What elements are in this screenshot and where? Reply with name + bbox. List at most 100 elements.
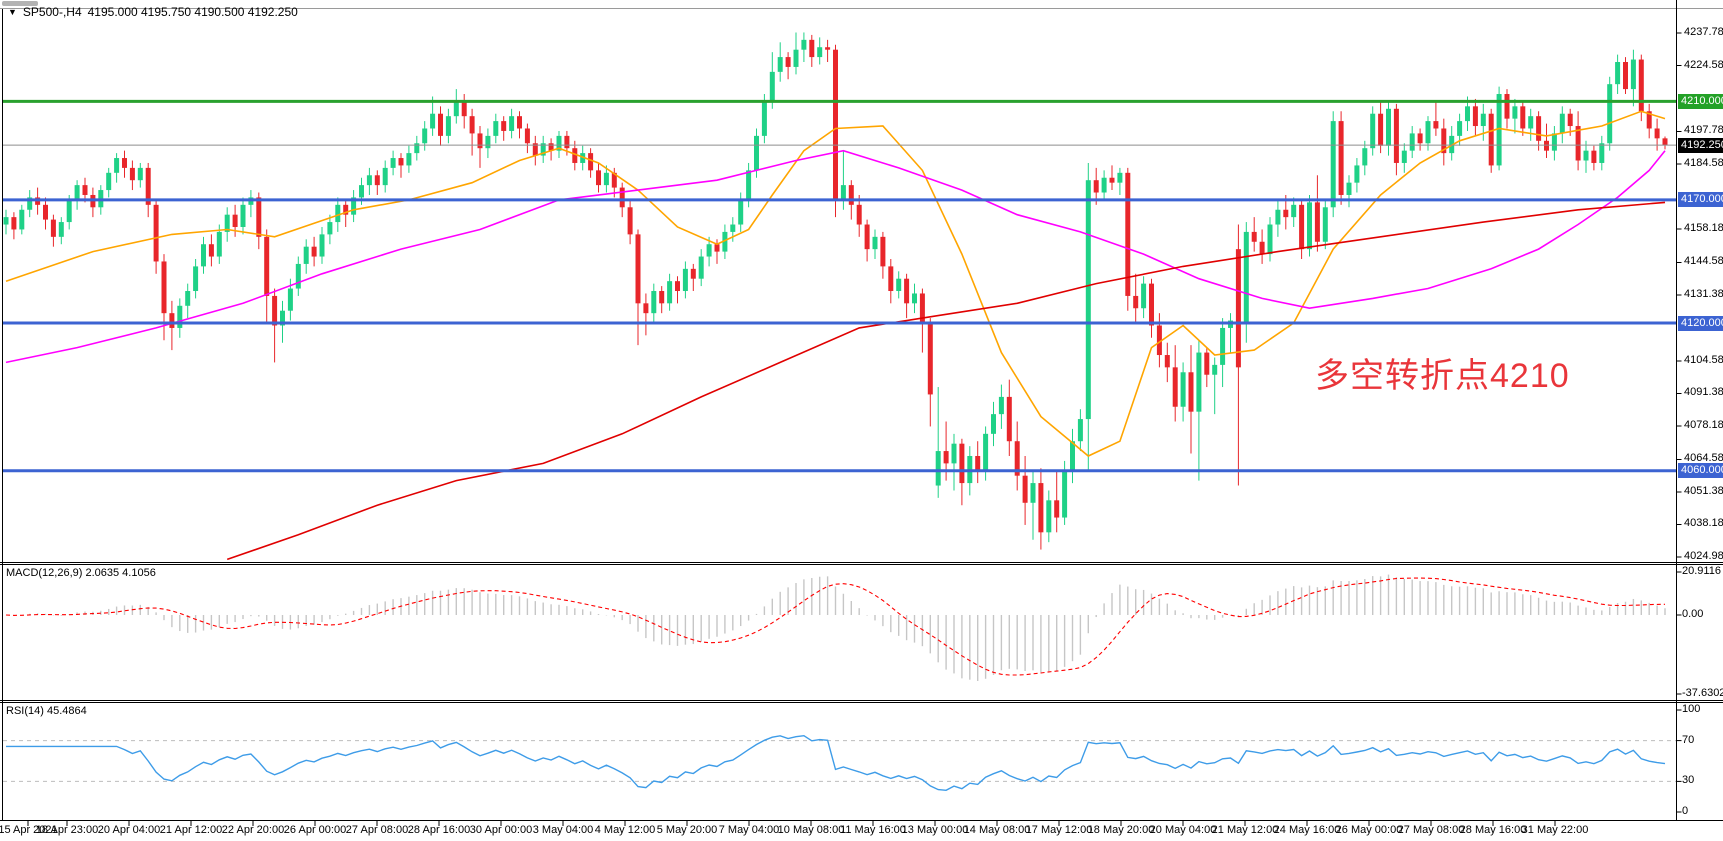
candle-body-bear (1299, 204, 1305, 250)
time-tick-label[interactable]: 10 May 08:00 (777, 824, 845, 836)
trend-annotation-text[interactable]: 多空转折点4210 (1315, 357, 1570, 395)
time-tick-label[interactable]: 17 May 12:00 (1025, 824, 1093, 836)
time-tick-label[interactable]: 7 May 04:00 (718, 824, 780, 836)
candle-body-bear (1156, 325, 1162, 356)
price-tick-label[interactable]: 4131.380 (1684, 287, 1723, 300)
time-tick-label[interactable]: 28 Apr 16:00 (407, 824, 471, 836)
candle-body-bull (201, 244, 206, 267)
price-tick-label[interactable]: 4237.780 (1684, 26, 1723, 38)
price-badge-4210.000[interactable]: 4210.000 (1678, 93, 1723, 109)
candle-body-bear (1338, 121, 1344, 195)
candle-body-bear (1022, 475, 1028, 503)
candle-body-bull (509, 116, 515, 131)
time-tick-label[interactable]: 26 Apr 00:00 (283, 824, 347, 836)
candle-body-bull (991, 414, 996, 434)
time-tick-label[interactable]: 30 Apr 00:00 (469, 824, 533, 836)
candle-body-bull (27, 197, 33, 210)
time-tick-label[interactable]: 22 Apr 20:00 (221, 824, 285, 836)
window-splitter-handle[interactable] (2, 1, 38, 6)
candle-body-bull (445, 116, 451, 136)
candle-body-bull (106, 172, 112, 191)
candle-body-bear (864, 224, 870, 250)
candle-body-bear (588, 153, 594, 171)
candle-body-bull (1457, 121, 1463, 136)
price-tick-label[interactable]: 4158.180 (1684, 222, 1723, 234)
time-tick-label[interactable]: 26 May 00:00 (1335, 824, 1403, 836)
candle-body-bull (1496, 94, 1502, 166)
time-tick-label[interactable]: 5 May 20:00 (656, 824, 718, 836)
candle-body-bull (1386, 108, 1391, 146)
candle-body-bull (485, 135, 491, 149)
candle-body-bull (1101, 177, 1107, 193)
rsi-tick-label[interactable]: 30 (1682, 774, 1695, 787)
candle-body-bear (904, 278, 910, 304)
time-tick-label[interactable]: 13 May 00:00 (901, 824, 969, 836)
macd-tick-label[interactable]: -37.6302 (1682, 687, 1723, 699)
candle-body-bull (540, 143, 546, 156)
time-tick-label[interactable]: 15 Apr 2021 (0, 824, 58, 836)
time-tick-label[interactable]: 21 May 12:00 (1211, 824, 1279, 836)
rsi-tick-label[interactable]: 0 (1682, 805, 1689, 817)
candle-body-bear (82, 185, 88, 195)
price-tick-label[interactable]: 4224.580 (1684, 58, 1723, 71)
time-tick-label[interactable]: 20 May 04:00 (1149, 824, 1217, 836)
candle-body-bull (58, 222, 64, 237)
price-tick-label[interactable]: 4197.780 (1684, 124, 1723, 137)
candle-body-bull (216, 231, 222, 257)
candle-body-bull (137, 167, 143, 181)
price-tick-label[interactable]: 4144.580 (1684, 255, 1723, 268)
time-tick-label[interactable]: 11 May 16:00 (840, 824, 906, 836)
time-tick-label[interactable]: 24 May 16:00 (1273, 824, 1341, 836)
candle-body-bear (129, 167, 135, 181)
time-tick-label[interactable]: 31 May 22:00 (1521, 824, 1589, 836)
time-tick-label[interactable]: 27 Apr 08:00 (345, 824, 409, 836)
time-tick-label[interactable]: 14 May 08:00 (963, 824, 1031, 836)
candle-body-bull (1070, 441, 1075, 471)
price-tick-label[interactable]: 4078.180 (1684, 418, 1723, 431)
candle-body-bull (706, 244, 712, 257)
candle-body-bear (1188, 372, 1194, 412)
candle-body-bear (1472, 106, 1478, 127)
candle-body-bear (1638, 59, 1644, 112)
time-tick-label[interactable]: 18 Apr 23:00 (35, 824, 99, 836)
time-tick-label[interactable]: 3 May 04:00 (532, 824, 594, 836)
time-tick-label[interactable]: 4 May 12:00 (594, 824, 656, 836)
candle-body-bull (1062, 470, 1068, 518)
candle-body-bear (714, 244, 720, 252)
candle-body-bull (319, 234, 325, 257)
candle-body-bear (1251, 231, 1257, 242)
fast-ma-orange (5, 110, 1666, 457)
price-badge-4120.000[interactable]: 4120.000 (1678, 315, 1723, 331)
price-tick-label[interactable]: 4104.580 (1684, 353, 1723, 366)
time-tick-label[interactable]: 28 May 16:00 (1459, 824, 1527, 836)
price-badge-4192.250[interactable]: 4192.250 (1678, 137, 1723, 153)
candle-body-bull (335, 204, 341, 223)
price-tick-label[interactable]: 4064.580 (1684, 452, 1723, 465)
rsi-tick-label[interactable]: 100 (1682, 703, 1701, 715)
price-tick-label[interactable]: 4038.180 (1684, 517, 1723, 530)
price-tick-label[interactable]: 4184.580 (1684, 156, 1723, 169)
candle-body-bull (1275, 209, 1281, 225)
price-tick-label[interactable]: 4091.380 (1684, 386, 1723, 399)
candle-body-bear (635, 234, 641, 304)
macd-tick-label[interactable]: 20.9116 (1682, 565, 1721, 577)
symbol-dropdown-icon[interactable]: ▼ (8, 7, 17, 17)
time-tick-label[interactable]: 20 Apr 04:00 (97, 824, 161, 836)
candle-body-bull (1615, 62, 1621, 85)
candle-body-bear (524, 128, 530, 144)
candle-body-bear (675, 281, 680, 292)
time-tick-label[interactable]: 21 Apr 12:00 (159, 824, 223, 836)
candle-body-bull (912, 293, 917, 304)
candle-body-bull (1307, 202, 1312, 250)
price-tick-label[interactable]: 4024.980 (1684, 549, 1723, 562)
price-badge-4060.000[interactable]: 4060.000 (1678, 463, 1723, 479)
candle-body-bear (11, 217, 17, 230)
price-badge-4170.000[interactable]: 4170.000 (1678, 192, 1723, 208)
time-tick-label[interactable]: 27 May 08:00 (1397, 824, 1465, 836)
time-tick-label[interactable]: 18 May 20:00 (1087, 824, 1155, 836)
macd-tick-label[interactable]: 0.00 (1682, 608, 1704, 620)
rsi-tick-label[interactable]: 70 (1682, 733, 1695, 746)
price-tick-label[interactable]: 4051.380 (1684, 484, 1723, 497)
candle-body-bull (1425, 121, 1431, 144)
